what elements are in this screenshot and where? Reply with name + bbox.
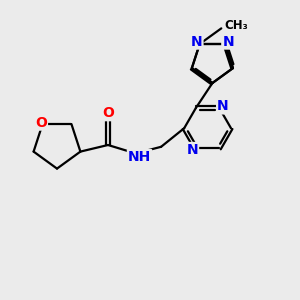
Text: O: O xyxy=(102,106,114,120)
Text: N: N xyxy=(217,99,229,113)
Text: O: O xyxy=(35,116,47,130)
Text: N: N xyxy=(191,34,203,49)
Text: CH₃: CH₃ xyxy=(224,20,248,32)
Text: NH: NH xyxy=(128,150,151,164)
Text: N: N xyxy=(222,34,234,49)
Text: N: N xyxy=(187,143,198,157)
